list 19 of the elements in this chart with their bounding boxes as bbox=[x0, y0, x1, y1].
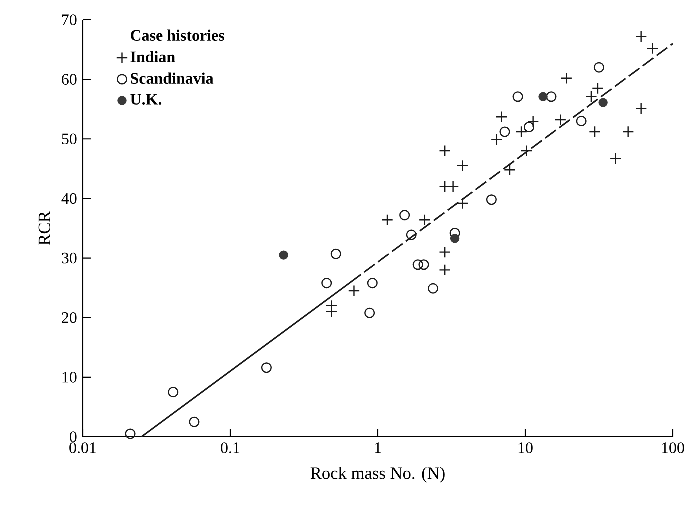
y-tick-label: 60 bbox=[62, 74, 77, 85]
legend-label: Scandinavia bbox=[131, 72, 214, 84]
x-tick-label: 0.01 bbox=[70, 442, 96, 454]
y-tick-label: 0 bbox=[70, 432, 77, 442]
y-tick-label: 10 bbox=[62, 372, 77, 383]
y-axis-title: RCR bbox=[38, 211, 50, 246]
x-tick-label: 0.1 bbox=[221, 442, 240, 454]
x-axis-title: Rock mass No. (N) bbox=[310, 467, 445, 483]
y-tick-label: 50 bbox=[62, 134, 77, 145]
legend-label: U.K. bbox=[130, 94, 162, 105]
y-tick-label: 20 bbox=[62, 312, 77, 324]
x-tick-label: 100 bbox=[662, 442, 684, 454]
x-tick-label: 10 bbox=[518, 442, 533, 454]
x-tick-label: 1 bbox=[375, 442, 382, 454]
y-tick-label: 40 bbox=[62, 193, 77, 204]
legend-title: Case histories bbox=[131, 30, 224, 42]
y-tick-label: 30 bbox=[62, 252, 77, 264]
legend-label: Indian bbox=[130, 51, 176, 63]
y-tick-label: 70 bbox=[62, 14, 77, 26]
